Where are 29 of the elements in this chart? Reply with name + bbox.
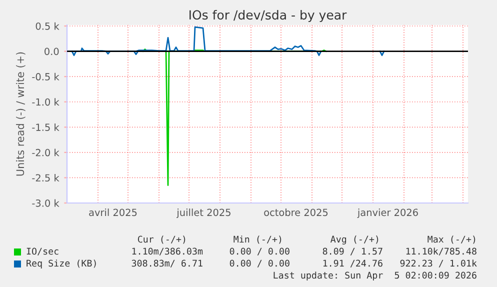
text: 922.23 / 1.01k [400,260,477,268]
text: 0.00 / 0.00 [230,248,290,256]
y-tick-label: -1.5 k [32,123,60,131]
y-tick-label: -0.5 k [32,72,60,80]
y-tick-label: 0.5 k [36,22,60,30]
y-axis-title: Units read (-) / write (+) [16,52,26,176]
text: Last update: Sun Apr 5 02:00:09 2026 [274,272,476,280]
text: Avg (-/+) [330,236,378,244]
text: Max (-/+) [428,236,476,244]
x-tick-label: octobre 2025 [264,208,328,216]
y-tick-label: -1.0 k [32,98,60,106]
text: 308.83m/ 6.71 [132,260,202,268]
y-tick-label: -3.0 k [32,199,60,207]
legend-label: Req Size (KB) [26,260,96,268]
text: 11.10k/785.48 [406,248,476,256]
text: 0.00 / 0.00 [230,260,290,268]
y-tick-label: 0.0 [44,48,59,56]
text: 1.10m/386.03m [132,248,203,256]
text: 8.09 / 1.57 [322,248,382,256]
text: Min (-/+) [234,236,282,244]
chart-title: IOs for /dev/sda - by year [190,10,347,22]
legend-label: IO/sec [26,248,58,256]
x-tick-label: avril 2025 [89,208,137,216]
y-tick-label: -2.5 k [32,174,60,182]
text: 1.91 /24.76 [323,260,382,268]
text: Cur (-/+) [138,236,186,244]
y-tick-label: -2.0 k [32,148,60,156]
x-tick-label: juillet 2025 [176,208,230,218]
x-tick-label: janvier 2026 [357,208,418,218]
